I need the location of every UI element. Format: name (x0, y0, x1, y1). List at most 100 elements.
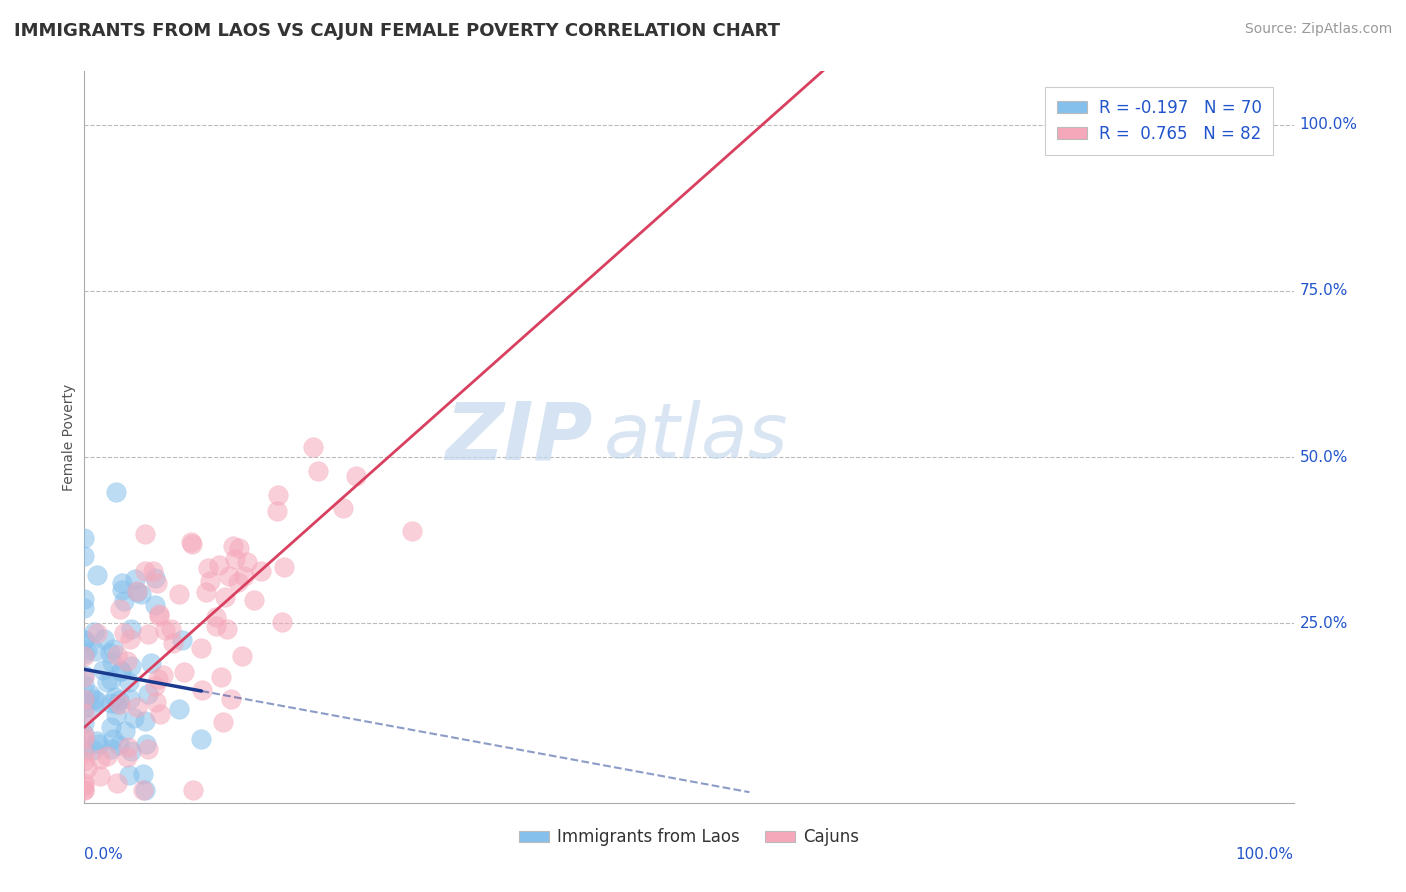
Point (101, 641, 124, 656)
Point (197, 561, 219, 575)
Point (143, 571, 166, 585)
Point (169, 587, 191, 601)
Point (86, 693, 108, 707)
Point (134, 527, 156, 541)
Point (132, 782, 155, 797)
Point (73, 549, 96, 563)
Point (100, 720, 122, 734)
Point (104, 690, 127, 704)
Point (136, 688, 159, 702)
Point (76, 760, 98, 774)
Point (79, 687, 101, 701)
Point (107, 776, 129, 790)
Point (110, 664, 132, 678)
Text: 25.0%: 25.0% (1299, 615, 1348, 631)
Point (401, 524, 423, 538)
Point (73, 701, 96, 715)
Point (118, 692, 141, 706)
Point (86, 626, 108, 640)
Point (100, 742, 122, 756)
Point (127, 583, 149, 598)
Point (98, 647, 121, 661)
Point (73, 647, 96, 661)
Point (89, 769, 111, 783)
Point (73, 633, 96, 648)
Point (191, 683, 214, 698)
Point (117, 739, 139, 754)
Point (73, 715, 96, 730)
Point (162, 636, 184, 650)
Point (273, 560, 295, 574)
Point (84, 643, 107, 657)
Point (105, 648, 128, 662)
Point (129, 587, 152, 601)
Point (232, 569, 254, 583)
Text: Source: ZipAtlas.com: Source: ZipAtlas.com (1244, 22, 1392, 37)
Point (205, 619, 228, 633)
Point (76, 643, 98, 657)
Point (73, 782, 96, 797)
Point (110, 698, 132, 712)
Point (91, 663, 114, 677)
Point (112, 626, 135, 640)
Text: atlas: atlas (605, 401, 789, 474)
Point (190, 641, 212, 656)
Point (101, 655, 124, 669)
Point (180, 535, 202, 549)
Point (73, 706, 96, 720)
Point (167, 702, 190, 716)
Point (104, 484, 127, 499)
Point (146, 575, 169, 590)
Point (73, 728, 96, 742)
Point (332, 501, 354, 516)
Point (172, 632, 194, 647)
Point (134, 782, 156, 797)
Point (138, 627, 160, 641)
Text: 100.0%: 100.0% (1299, 117, 1358, 132)
Point (82, 743, 104, 757)
Point (73, 633, 96, 648)
Point (96, 674, 118, 689)
Point (110, 576, 132, 591)
Point (112, 594, 135, 608)
Point (107, 739, 129, 753)
Point (173, 665, 195, 680)
Point (127, 585, 149, 599)
Text: 0.0%: 0.0% (84, 847, 124, 862)
Point (110, 665, 132, 679)
Point (73, 692, 96, 706)
Point (100, 673, 122, 688)
Point (212, 714, 235, 729)
Point (267, 488, 290, 502)
Point (135, 737, 157, 751)
Point (87, 737, 110, 751)
Point (86, 567, 108, 582)
Point (120, 744, 142, 758)
Point (204, 610, 226, 624)
Point (134, 714, 156, 728)
Point (307, 464, 329, 478)
Point (103, 732, 125, 747)
Point (270, 615, 292, 629)
Point (96, 748, 118, 763)
Point (228, 575, 250, 590)
Point (73, 668, 96, 682)
Point (142, 564, 165, 578)
Point (83, 624, 105, 639)
Point (214, 591, 236, 605)
Point (243, 593, 266, 607)
Legend: Immigrants from Laos, Cajuns: Immigrants from Laos, Cajuns (512, 822, 866, 853)
Text: IMMIGRANTS FROM LAOS VS CAJUN FEMALE POVERTY CORRELATION CHART: IMMIGRANTS FROM LAOS VS CAJUN FEMALE POV… (14, 22, 780, 40)
Point (143, 599, 166, 613)
Point (114, 724, 136, 739)
Point (118, 767, 141, 781)
Point (148, 607, 170, 622)
Point (215, 623, 238, 637)
Point (73, 779, 96, 793)
Point (219, 691, 242, 706)
Point (73, 741, 96, 756)
Point (73, 591, 96, 606)
Point (127, 700, 149, 714)
Point (194, 585, 217, 599)
Point (228, 541, 250, 555)
